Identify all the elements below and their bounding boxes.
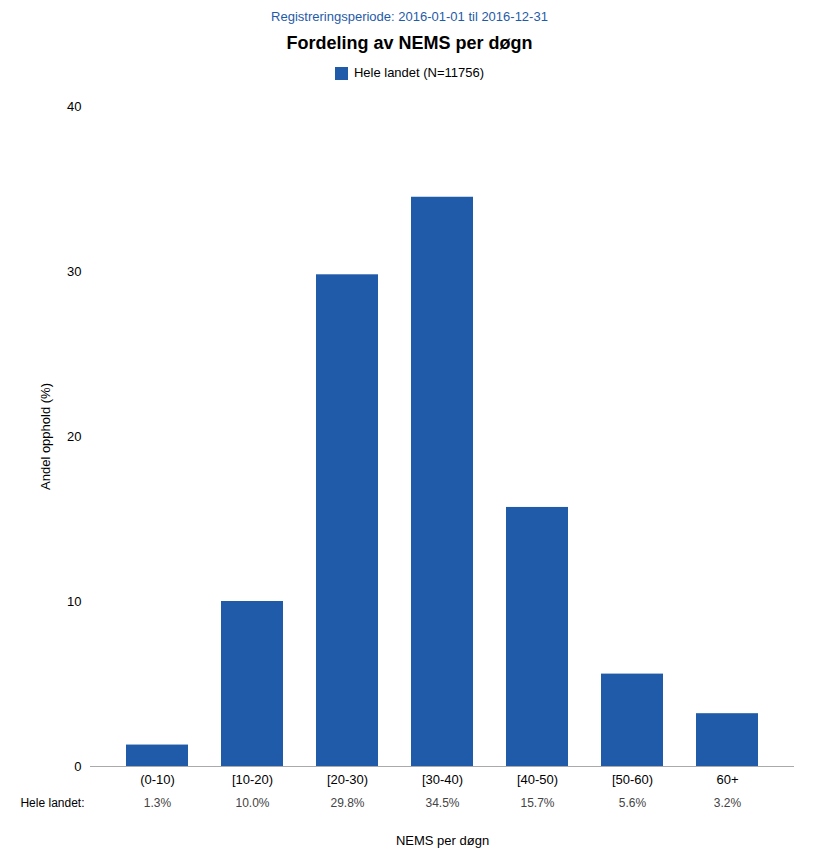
svg-text:5.6%: 5.6% [619,796,647,810]
svg-text:20: 20 [67,429,81,444]
svg-text:10: 10 [67,594,81,609]
svg-text:0: 0 [74,759,81,774]
svg-text:15.7%: 15.7% [520,796,554,810]
svg-text:NEMS per døgn: NEMS per døgn [396,833,489,848]
svg-text:[30-40): [30-40) [422,772,463,787]
html-text:Fordeling av NEMS per døgn: Fordeling av NEMS per døgn [286,33,533,53]
svg-text:Hele landet:: Hele landet: [20,796,84,810]
svg-text:40: 40 [67,99,81,114]
svg-text:10.0%: 10.0% [235,796,269,810]
svg-text:60+: 60+ [716,772,738,787]
svg-text:29.8%: 29.8% [330,796,364,810]
svg-text:[40-50): [40-50) [517,772,558,787]
svg-text:[10-20): [10-20) [232,772,273,787]
svg-text:34.5%: 34.5% [425,796,459,810]
svg-text:Andel opphold (%): Andel opphold (%) [38,383,53,490]
svg-text:3.2%: 3.2% [714,796,742,810]
html-text:Registreringsperiode: 2016-01-: Registreringsperiode: 2016-01-01 til 201… [271,9,548,24]
html-text:Hele landet (N=11756): Hele landet (N=11756) [353,65,485,80]
svg-text:1.3%: 1.3% [144,796,172,810]
svg-text:[20-30): [20-30) [327,772,368,787]
svg-text:30: 30 [67,264,81,279]
svg-text:(0-10): (0-10) [140,772,175,787]
svg-text:[50-60): [50-60) [612,772,653,787]
